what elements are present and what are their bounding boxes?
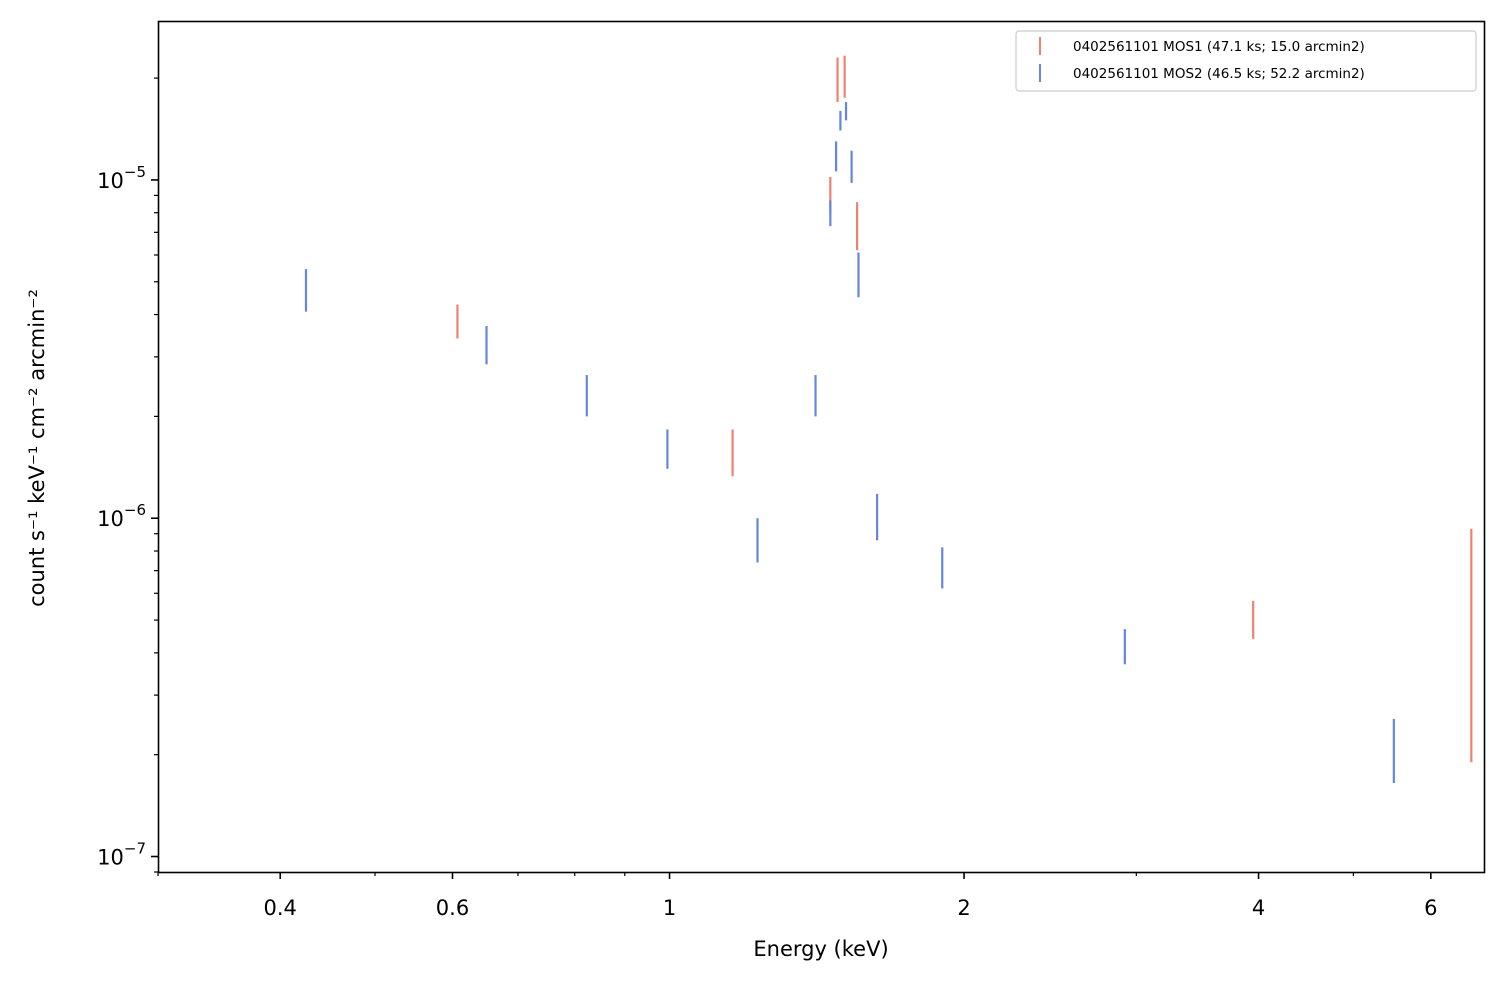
x-tick-label: 1 — [663, 896, 676, 920]
legend: 0402561101 MOS1 (47.1 ks; 15.0 arcmin2) … — [1015, 30, 1477, 92]
axes: 0.4 0.6 1 2 4 6 10−7 10−6 10−5 — [97, 77, 1438, 920]
plot-frame — [157, 20, 1486, 874]
legend-label-mos2: 0402561101 MOS2 (46.5 ks; 52.2 arcmin2) — [1073, 66, 1365, 82]
x-tick-label: 6 — [1424, 896, 1437, 920]
legend-label-mos1: 0402561101 MOS1 (47.1 ks; 15.0 arcmin2) — [1073, 39, 1365, 55]
y-tick-label: 10−7 — [97, 840, 146, 870]
x-tick-label: 0.4 — [264, 896, 297, 920]
y-tick-label: 10−5 — [97, 163, 146, 193]
legend-box — [1015, 30, 1477, 92]
data-marks — [304, 55, 1473, 783]
y-axis-label: count s⁻¹ keV⁻¹ cm⁻² arcmin⁻² — [25, 289, 49, 607]
y-tick-label: 10−6 — [97, 501, 146, 531]
x-tick-label: 0.6 — [436, 896, 469, 920]
x-tick-label: 4 — [1252, 896, 1265, 920]
x-tick-label: 2 — [957, 896, 970, 920]
x-axis-label: Energy (keV) — [753, 937, 888, 961]
